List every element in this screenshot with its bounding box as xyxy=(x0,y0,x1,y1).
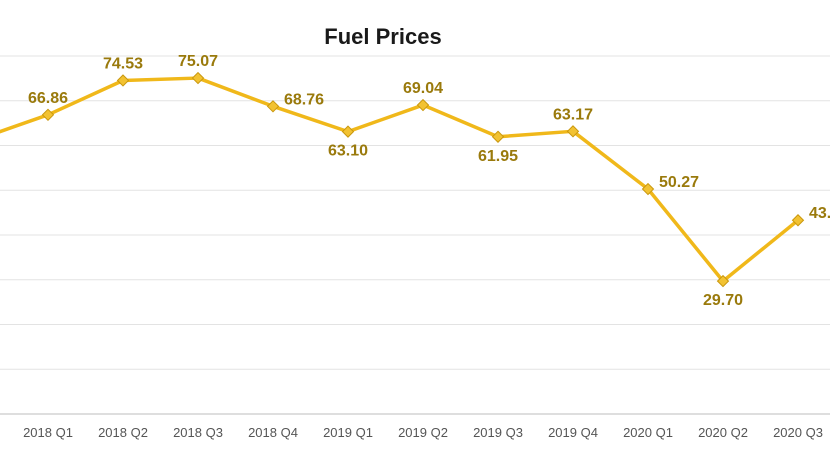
data-label: 68.76 xyxy=(284,91,324,108)
x-tick-label: 2019 Q4 xyxy=(548,425,598,440)
series-line-path xyxy=(0,76,800,283)
data-label: 75.07 xyxy=(178,53,218,70)
data-label: 66.86 xyxy=(28,90,68,107)
data-label: 50.27 xyxy=(659,174,699,191)
data-point-marker xyxy=(266,100,280,113)
x-tick-label: 2020 Q1 xyxy=(623,425,673,440)
data-point-marker xyxy=(116,74,130,87)
data-label: 69.04 xyxy=(403,80,443,97)
data-label: 29.70 xyxy=(703,292,743,309)
x-tick-label: 2018 Q2 xyxy=(98,425,148,440)
x-tick-label: 2018 Q4 xyxy=(248,425,298,440)
gridlines xyxy=(0,55,830,370)
data-label: 63.17 xyxy=(553,106,593,123)
x-tick-label: 2019 Q2 xyxy=(398,425,448,440)
series-line xyxy=(0,76,800,283)
data-labels: 66.86 74.53 75.07 68.76 63.10 69.04 61.95 63.17… xyxy=(28,53,830,309)
x-tick-label: 2020 Q3 xyxy=(773,425,823,440)
data-point-marker xyxy=(641,182,655,196)
data-label: 74.53 xyxy=(103,55,143,72)
data-point-marker xyxy=(191,71,205,85)
x-tick-label: 2020 Q2 xyxy=(698,425,748,440)
x-tick-label: 2018 Q3 xyxy=(173,425,223,440)
data-point-marker xyxy=(341,125,355,138)
data-point-marker xyxy=(491,130,505,143)
data-point-marker xyxy=(791,214,805,227)
data-label: 43.3 xyxy=(809,205,830,222)
chart-title: Fuel Prices xyxy=(324,24,441,49)
data-label: 63.10 xyxy=(328,143,368,160)
data-point-marker xyxy=(41,108,55,122)
x-tick-label: 2019 Q3 xyxy=(473,425,523,440)
series-markers xyxy=(41,71,805,288)
data-point-marker xyxy=(416,98,430,112)
data-point-marker xyxy=(716,274,730,288)
x-tick-label: 2018 Q1 xyxy=(23,425,73,440)
data-point-marker xyxy=(566,125,580,138)
data-label: 61.95 xyxy=(478,148,518,165)
x-tick-label: 2019 Q1 xyxy=(323,425,373,440)
